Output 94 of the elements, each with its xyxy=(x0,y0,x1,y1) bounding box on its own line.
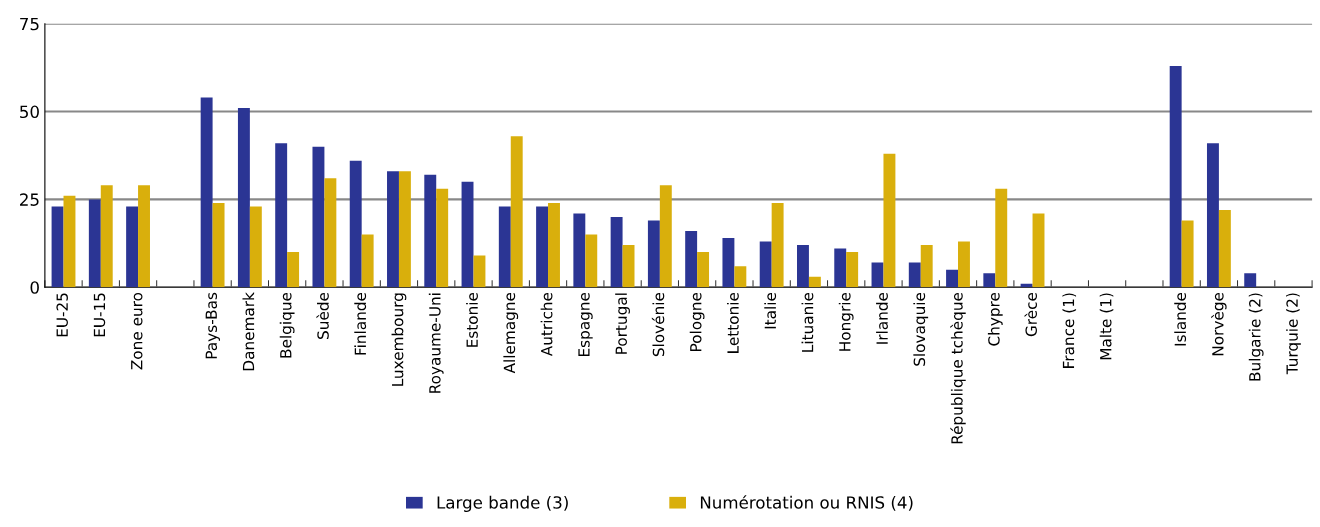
bar xyxy=(908,262,921,288)
bar xyxy=(212,202,225,288)
x-tick-label: Lettonie xyxy=(726,292,739,353)
x-tick-label: Chypre xyxy=(987,292,1003,346)
x-tick-label: EU-15 xyxy=(93,293,106,337)
x-tick-label: Allemagne xyxy=(503,292,519,374)
bar xyxy=(722,238,735,288)
bar xyxy=(573,213,586,288)
bar xyxy=(759,241,772,288)
x-tick-label: Finlande xyxy=(354,292,367,355)
x-tick-label: Grèce xyxy=(1024,292,1037,337)
x-tick-label: Lituanie xyxy=(801,292,814,352)
bar xyxy=(995,188,1008,288)
bar xyxy=(387,171,399,288)
bar xyxy=(834,248,847,288)
x-tick-label: Slovénie xyxy=(651,292,665,357)
x-tick-label: Norvège xyxy=(1211,292,1227,356)
bar xyxy=(436,188,449,288)
bar xyxy=(610,216,623,288)
bar xyxy=(647,220,660,288)
bar xyxy=(424,174,437,288)
bar xyxy=(498,206,511,288)
bar xyxy=(1244,273,1257,288)
x-tick-label: Royaume-Uni xyxy=(428,293,444,393)
bar xyxy=(126,206,139,288)
x-tick-label: Slovaquie xyxy=(913,292,929,366)
bar xyxy=(697,252,710,288)
bar xyxy=(771,202,784,288)
x-tick-label: EU-25 xyxy=(56,293,68,337)
y-tick-label: 25 xyxy=(20,193,39,206)
x-tick-label: Irlande xyxy=(876,292,888,344)
x-tick-label: Italie xyxy=(764,292,777,329)
x-tick-label: Espagne xyxy=(578,292,593,357)
y-tick-label: 75 xyxy=(20,17,39,31)
bar xyxy=(287,252,300,288)
x-tick-label: Turquie (2) xyxy=(1286,293,1301,375)
bar xyxy=(324,178,337,288)
bar xyxy=(622,245,635,288)
y-tick-label: 0 xyxy=(30,281,39,294)
bar xyxy=(946,269,959,288)
x-tick-label: Malte (1) xyxy=(1099,293,1114,360)
legend-label: Large bande (3) xyxy=(437,495,568,512)
bar xyxy=(659,185,672,288)
x-tick-label: Belgique xyxy=(279,292,295,358)
x-tick-label: Islande xyxy=(1174,292,1187,346)
bar xyxy=(63,195,76,288)
bar xyxy=(536,206,549,288)
bar xyxy=(871,262,884,288)
bar xyxy=(983,273,996,288)
bar xyxy=(883,153,896,288)
bar xyxy=(510,136,523,288)
x-tick-label: Bulgarie (2) xyxy=(1248,293,1264,381)
bar xyxy=(1032,213,1045,288)
bar xyxy=(473,255,486,288)
bar xyxy=(958,241,970,288)
bar xyxy=(361,234,374,288)
bar xyxy=(920,245,933,288)
bar xyxy=(1169,65,1182,288)
bar xyxy=(685,231,698,288)
bar xyxy=(349,160,362,288)
bar xyxy=(846,252,859,288)
bar xyxy=(312,146,325,288)
bar xyxy=(734,266,747,288)
bar xyxy=(1181,220,1194,288)
y-tick-label: 50 xyxy=(20,105,39,119)
bar xyxy=(461,181,474,288)
bar xyxy=(138,185,150,288)
x-tick-label: Danemark xyxy=(242,292,255,371)
x-tick-label: Pays-Bas xyxy=(205,292,220,359)
x-tick-label: Suède xyxy=(316,292,329,339)
bar xyxy=(585,234,598,288)
x-tick-label: Hongrie xyxy=(838,292,854,351)
bar xyxy=(275,143,288,288)
bar xyxy=(398,171,411,288)
bar xyxy=(249,206,262,288)
bar xyxy=(548,202,560,288)
x-tick-label: Zone euro xyxy=(131,292,143,370)
bar xyxy=(797,245,809,288)
bar xyxy=(88,199,101,288)
x-tick-label: Autriche xyxy=(540,292,553,357)
bar xyxy=(808,276,821,288)
x-tick-label: République tchèque xyxy=(950,292,966,444)
bar xyxy=(1218,209,1231,288)
x-tick-label: Pologne xyxy=(689,292,705,351)
bar xyxy=(200,97,213,288)
bar xyxy=(100,185,113,288)
x-tick-label: Estonie xyxy=(466,292,478,347)
x-tick-label: Portugal xyxy=(615,293,630,354)
legend-label: Numérotation ou RNIS (4) xyxy=(700,495,913,511)
bar xyxy=(1206,143,1219,288)
x-tick-label: Luxembourg xyxy=(391,293,407,386)
bar xyxy=(51,206,64,288)
bar xyxy=(237,108,250,288)
x-tick-label: France (1) xyxy=(1062,293,1077,368)
